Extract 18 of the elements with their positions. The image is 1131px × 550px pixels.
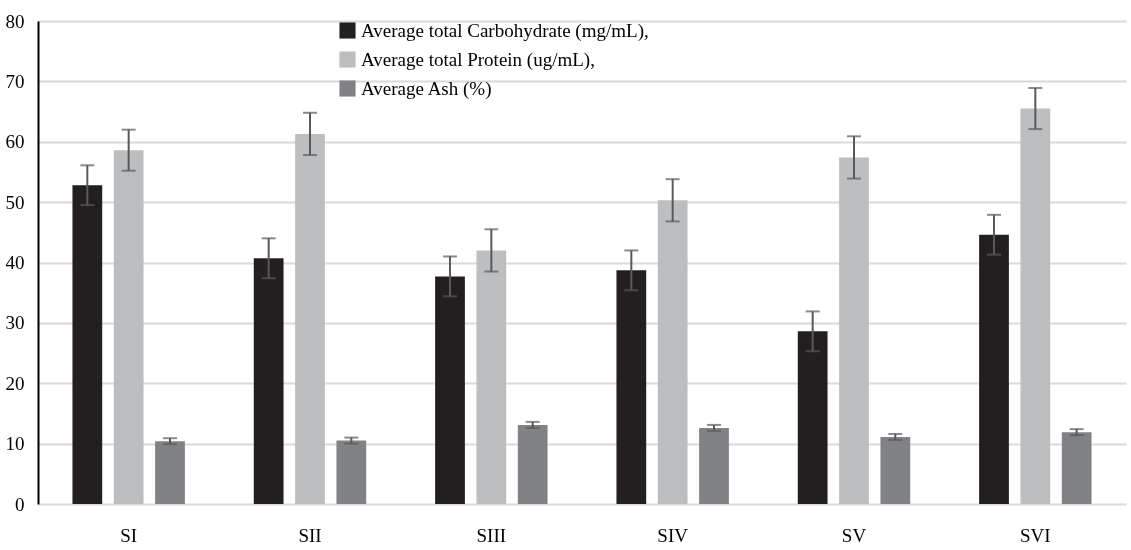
legend-label: Average Ash (%) — [361, 77, 492, 100]
x-tick-label: SV — [841, 524, 867, 546]
y-tick-label: 30 — [5, 312, 25, 334]
x-tick-label: SIV — [657, 524, 689, 546]
legend-label: Average total Carbohydrate (mg/mL), — [361, 19, 649, 42]
x-tick-label: SII — [298, 524, 322, 546]
legend-label: Average total Protein (ug/mL), — [361, 48, 595, 71]
y-tick-label: 40 — [5, 252, 25, 273]
y-tick-label: 0 — [15, 493, 25, 515]
x-tick-label: SVI — [1020, 524, 1051, 546]
y-tick-label: 50 — [5, 191, 25, 213]
y-tick-label: 10 — [5, 433, 25, 455]
y-tick-label: 60 — [5, 131, 25, 153]
x-tick-label: SI — [120, 524, 138, 546]
y-tick-label: 20 — [5, 372, 25, 394]
x-tick-label: SIII — [476, 524, 507, 546]
y-tick-label: 70 — [5, 70, 25, 92]
y-tick-label: 80 — [5, 10, 25, 32]
